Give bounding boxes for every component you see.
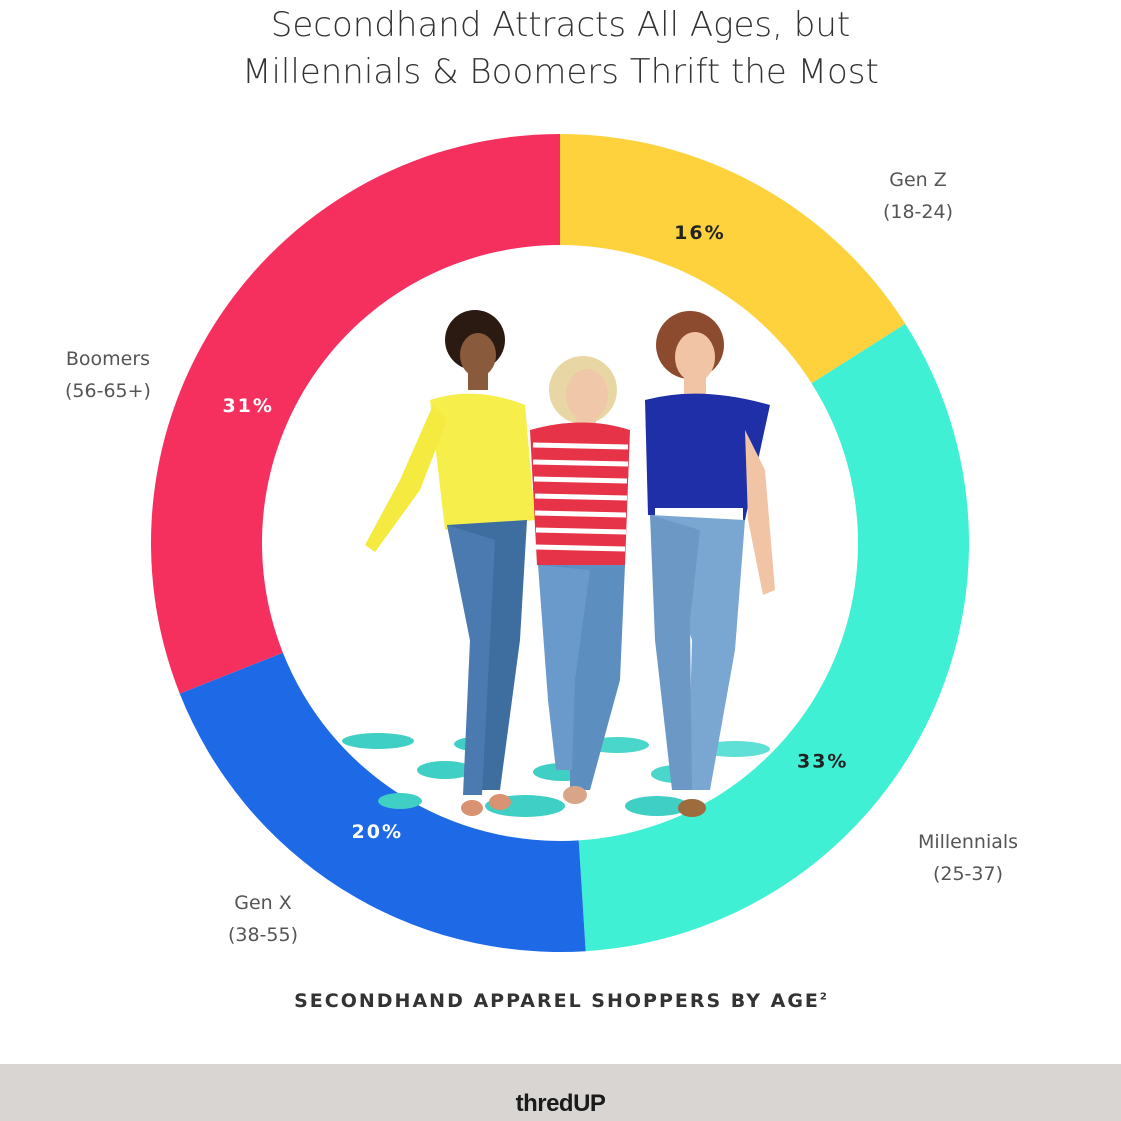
slice-range-gen-x: (38-55) bbox=[227, 924, 299, 946]
caption-footnote-mark: 2 bbox=[819, 991, 827, 1003]
brand-logo: thredUP bbox=[515, 1090, 606, 1117]
slice-label-millennials: Millennials (25-37) bbox=[888, 826, 1048, 890]
slice-name-gen-z: Gen Z bbox=[889, 169, 947, 191]
percent-labels: 16% 33% 20% 31% bbox=[222, 222, 848, 843]
slice-label-boomers: Boomers (56-65+) bbox=[43, 343, 173, 407]
slice-range-gen-z: (18-24) bbox=[882, 201, 954, 223]
slice-name-millennials: Millennials bbox=[917, 831, 1019, 853]
slice-gen-z bbox=[560, 134, 906, 384]
chart-title-line-2: Millennials & Boomers Thrift the Most bbox=[242, 52, 879, 92]
footer-bar bbox=[0, 1064, 1121, 1121]
slice-range-boomers: (56-65+) bbox=[65, 380, 151, 402]
slice-boomers bbox=[150, 134, 560, 694]
chart-caption: SECONDHAND APPAREL SHOPPERS BY AGE2 bbox=[0, 990, 1121, 1012]
slice-label-gen-x: Gen X (38-55) bbox=[203, 887, 323, 951]
chart-title: Secondhand Attracts All Ages, but Millen… bbox=[0, 2, 1121, 96]
percent-label-boomers: 31% bbox=[222, 395, 273, 417]
chart-caption-text: SECONDHAND APPAREL SHOPPERS BY AGE bbox=[294, 990, 820, 1012]
percent-label-gen-x: 20% bbox=[352, 821, 403, 843]
center-photo bbox=[342, 310, 775, 817]
slice-range-millennials: (25-37) bbox=[932, 863, 1004, 885]
slice-millennials bbox=[578, 323, 970, 952]
slice-name-boomers: Boomers bbox=[65, 348, 151, 370]
slice-label-gen-z: Gen Z (18-24) bbox=[858, 164, 978, 228]
slice-name-gen-x: Gen X bbox=[234, 892, 292, 914]
percent-label-millennials: 33% bbox=[797, 750, 848, 772]
percent-label-gen-z: 16% bbox=[674, 222, 725, 244]
chart-title-line-1: Secondhand Attracts All Ages, but bbox=[270, 5, 851, 45]
